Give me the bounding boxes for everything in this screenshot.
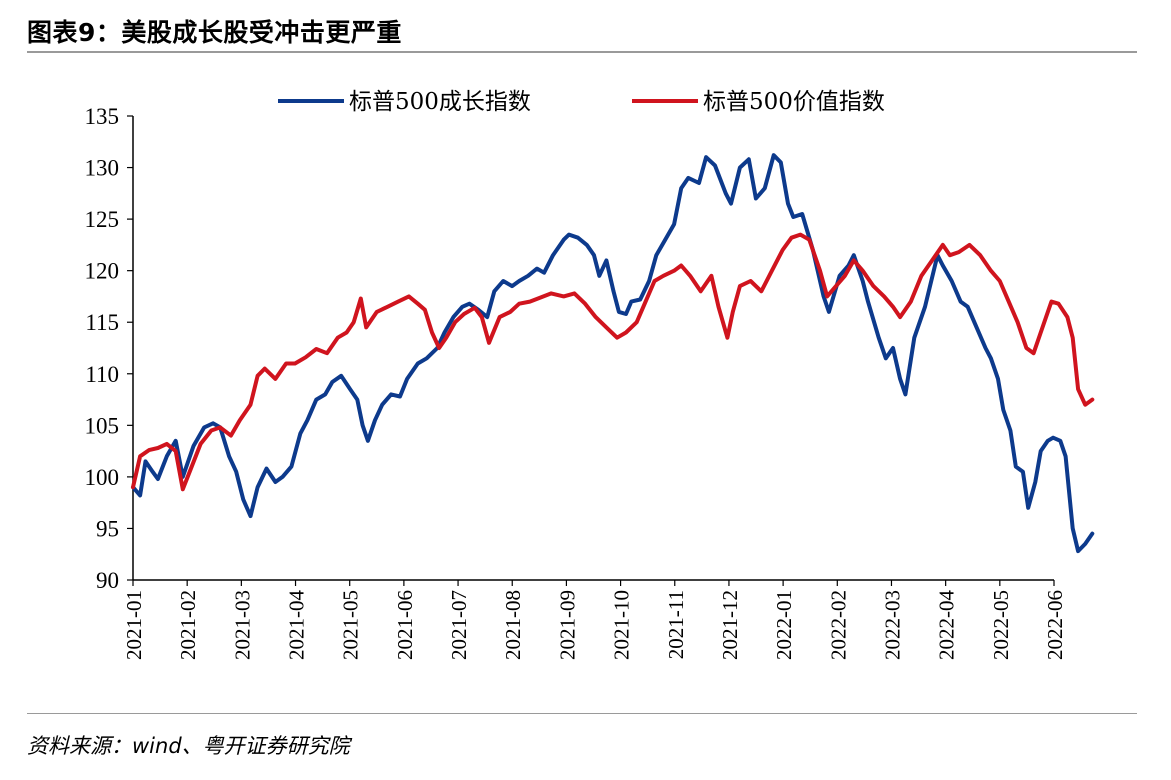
title-divider xyxy=(27,51,1137,53)
y-tick-label: 115 xyxy=(85,310,119,335)
line-chart: 90 95 100 105 110 115 120 125 130 135 2021-01 2021-… xyxy=(85,89,1095,660)
x-tick-label: 2021-08 xyxy=(501,590,525,660)
x-tick-label: 2022-03 xyxy=(880,590,904,660)
y-tick-label: 135 xyxy=(85,104,120,129)
x-tick-label: 2022-01 xyxy=(772,590,796,660)
x-tick-label: 2021-03 xyxy=(230,590,254,660)
value-index-line xyxy=(131,232,1095,492)
y-tick-label: 95 xyxy=(96,516,119,541)
x-tick-label: 2021-01 xyxy=(122,590,146,660)
chart-title: 图表9：美股成长股受冲击更严重 xyxy=(27,18,402,47)
source-note: 资料来源：wind、粤开证券研究院 xyxy=(27,734,350,758)
source-divider xyxy=(27,713,1137,714)
x-tick-label: 2021-12 xyxy=(718,590,742,660)
x-tick-label: 2021-11 xyxy=(664,590,688,659)
y-tick-label: 110 xyxy=(85,362,119,387)
legend-label: 标普500价值指数 xyxy=(703,89,885,115)
x-tick-label: 2021-05 xyxy=(339,590,363,660)
y-tick-label: 100 xyxy=(85,465,120,490)
x-tick-label: 2021-10 xyxy=(610,590,634,660)
x-tick-label: 2021-04 xyxy=(285,590,309,660)
x-tick-label: 2021-02 xyxy=(176,590,200,660)
x-tick-label: 2022-02 xyxy=(826,590,850,660)
y-tick-label: 130 xyxy=(85,156,120,181)
x-tick-label: 2022-05 xyxy=(989,590,1013,660)
y-tick-label: 120 xyxy=(85,259,120,284)
y-tick-label: 105 xyxy=(85,413,120,438)
x-tick-label: 2021-07 xyxy=(447,590,471,660)
x-tick-label: 2022-04 xyxy=(935,590,959,660)
legend-label: 标普500成长指数 xyxy=(349,89,531,115)
y-tick-label: 90 xyxy=(96,568,119,593)
x-tick-label: 2022-06 xyxy=(1043,590,1067,660)
x-tick-label: 2021-06 xyxy=(393,590,417,660)
x-tick-label: 2021-09 xyxy=(555,590,579,660)
growth-index-line xyxy=(131,153,1095,554)
y-tick-label: 125 xyxy=(85,207,120,232)
